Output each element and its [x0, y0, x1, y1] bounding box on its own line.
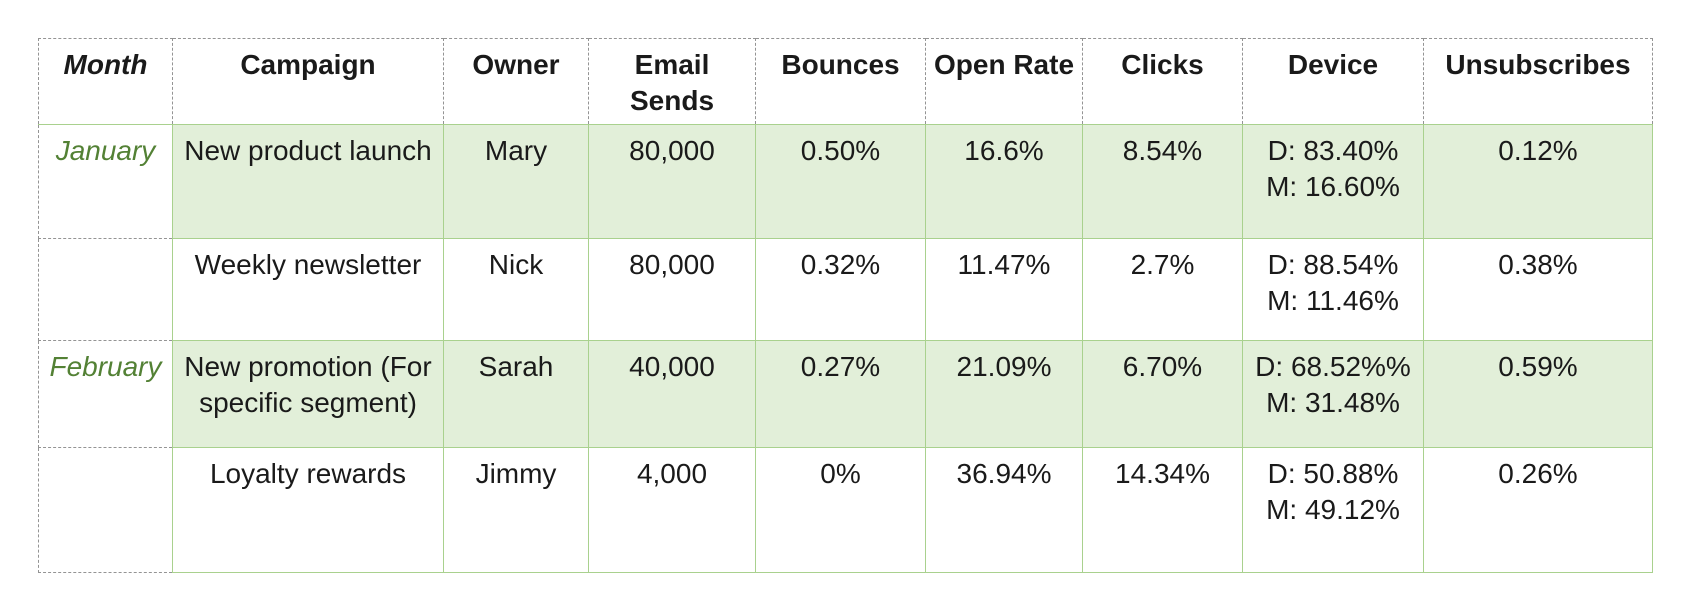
column-header-bounces[interactable]: Bounces	[755, 38, 926, 125]
cell-bounces[interactable]: 0%	[755, 447, 926, 573]
campaign-metrics-table: Month Campaign Owner Email Sends Bounces…	[38, 38, 1653, 573]
table-row-january: January New product launch Mary 80,000 0…	[38, 124, 1653, 239]
device-desktop-value: D: 50.88%	[1267, 458, 1399, 489]
cell-email-sends[interactable]: 80,000	[588, 238, 756, 341]
cell-open-rate[interactable]: 11.47%	[925, 238, 1083, 341]
cell-owner[interactable]: Mary	[443, 124, 589, 239]
cell-campaign[interactable]: New promotion (For specific segment)	[172, 340, 444, 448]
cell-bounces[interactable]: 0.32%	[755, 238, 926, 341]
cell-month[interactable]: January	[38, 124, 173, 239]
cell-email-sends[interactable]: 80,000	[588, 124, 756, 239]
cell-device[interactable]: D: 50.88% M: 49.12%	[1242, 447, 1424, 573]
device-mobile-value: M: 31.48%	[1266, 387, 1400, 419]
cell-owner[interactable]: Jimmy	[443, 447, 589, 573]
column-header-email-sends[interactable]: Email Sends	[588, 38, 756, 125]
cell-month[interactable]	[38, 238, 173, 341]
cell-device[interactable]: D: 83.40% M: 16.60%	[1242, 124, 1424, 239]
table-row-newsletter: Weekly newsletter Nick 80,000 0.32% 11.4…	[38, 238, 1653, 341]
cell-device[interactable]: D: 68.52%% M: 31.48%	[1242, 340, 1424, 448]
device-desktop-value: D: 88.54%	[1267, 249, 1399, 280]
column-header-device[interactable]: Device	[1242, 38, 1424, 125]
device-mobile-value: M: 16.60%	[1266, 171, 1400, 203]
cell-unsubscribes[interactable]: 0.26%	[1423, 447, 1653, 573]
table-row-february: February New promotion (For specific seg…	[38, 340, 1653, 448]
cell-campaign[interactable]: New product launch	[172, 124, 444, 239]
cell-clicks[interactable]: 14.34%	[1082, 447, 1243, 573]
cell-email-sends[interactable]: 4,000	[588, 447, 756, 573]
cell-month[interactable]: February	[38, 340, 173, 448]
cell-campaign[interactable]: Weekly newsletter	[172, 238, 444, 341]
device-desktop-value: D: 83.40%	[1267, 135, 1399, 166]
column-header-month[interactable]: Month	[38, 38, 173, 125]
cell-clicks[interactable]: 6.70%	[1082, 340, 1243, 448]
cell-open-rate[interactable]: 36.94%	[925, 447, 1083, 573]
column-header-clicks[interactable]: Clicks	[1082, 38, 1243, 125]
cell-unsubscribes[interactable]: 0.59%	[1423, 340, 1653, 448]
cell-open-rate[interactable]: 21.09%	[925, 340, 1083, 448]
header-row: Month Campaign Owner Email Sends Bounces…	[38, 38, 1653, 125]
column-header-owner[interactable]: Owner	[443, 38, 589, 125]
device-desktop-value: D: 68.52%%	[1255, 351, 1411, 382]
cell-device[interactable]: D: 88.54% M: 11.46%	[1242, 238, 1424, 341]
cell-bounces[interactable]: 0.27%	[755, 340, 926, 448]
table-row-loyalty: Loyalty rewards Jimmy 4,000 0% 36.94% 14…	[38, 447, 1653, 573]
cell-open-rate[interactable]: 16.6%	[925, 124, 1083, 239]
column-header-unsubscribes[interactable]: Unsubscribes	[1423, 38, 1653, 125]
device-mobile-value: M: 11.46%	[1267, 285, 1399, 317]
device-mobile-value: M: 49.12%	[1266, 494, 1400, 526]
cell-campaign[interactable]: Loyalty rewards	[172, 447, 444, 573]
cell-owner[interactable]: Sarah	[443, 340, 589, 448]
cell-owner[interactable]: Nick	[443, 238, 589, 341]
column-header-campaign[interactable]: Campaign	[172, 38, 444, 125]
cell-email-sends[interactable]: 40,000	[588, 340, 756, 448]
cell-unsubscribes[interactable]: 0.12%	[1423, 124, 1653, 239]
column-header-open-rate[interactable]: Open Rate	[925, 38, 1083, 125]
cell-clicks[interactable]: 2.7%	[1082, 238, 1243, 341]
cell-unsubscribes[interactable]: 0.38%	[1423, 238, 1653, 341]
cell-clicks[interactable]: 8.54%	[1082, 124, 1243, 239]
cell-month[interactable]	[38, 447, 173, 573]
cell-bounces[interactable]: 0.50%	[755, 124, 926, 239]
